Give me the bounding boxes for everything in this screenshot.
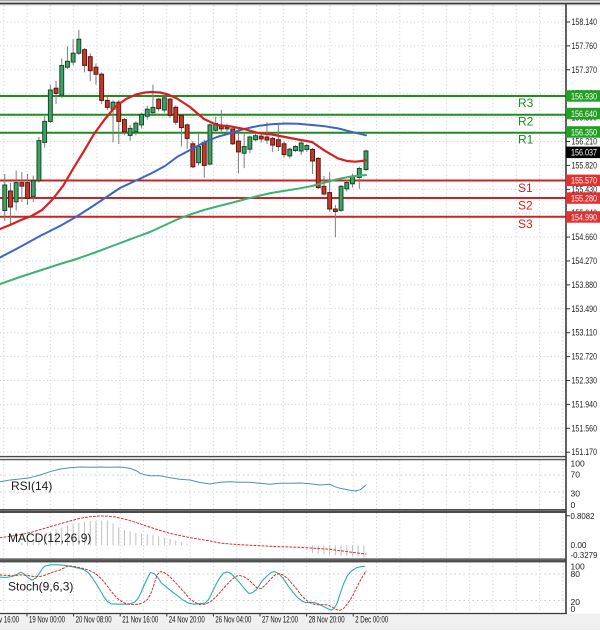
svg-text:155.820: 155.820 — [572, 160, 598, 171]
svg-text:152.330: 152.330 — [572, 376, 598, 387]
svg-text:R1: R1 — [518, 133, 534, 147]
svg-text:S3: S3 — [518, 217, 533, 231]
svg-text:21 Nov 16:00: 21 Nov 16:00 — [122, 615, 158, 625]
svg-text:0: 0 — [571, 604, 576, 614]
svg-text:155.570: 155.570 — [571, 176, 597, 186]
svg-text:152.720: 152.720 — [572, 352, 598, 363]
svg-text:2 Dec 00:00: 2 Dec 00:00 — [355, 615, 388, 625]
svg-text:20 Nov 08:00: 20 Nov 08:00 — [76, 615, 112, 625]
svg-text:154.660: 154.660 — [572, 232, 598, 243]
svg-text:18 Nov 16:00: 18 Nov 16:00 — [0, 615, 19, 625]
svg-text:RSI(14): RSI(14) — [11, 479, 52, 493]
svg-text:151.940: 151.940 — [572, 399, 598, 410]
svg-text:24 Nov 20:00: 24 Nov 20:00 — [169, 615, 205, 625]
svg-text:158.140: 158.140 — [572, 17, 598, 28]
svg-text:30: 30 — [571, 489, 581, 499]
svg-text:19 Nov 00:00: 19 Nov 00:00 — [29, 615, 65, 625]
svg-text:156.210: 156.210 — [572, 137, 598, 148]
svg-text:154.270: 154.270 — [572, 256, 598, 267]
svg-text:157.760: 157.760 — [572, 41, 598, 52]
svg-text:153.490: 153.490 — [572, 304, 598, 315]
svg-text:154.990: 154.990 — [571, 212, 597, 222]
svg-text:153.110: 153.110 — [572, 328, 598, 339]
svg-text:80: 80 — [571, 569, 581, 579]
svg-text:R3: R3 — [518, 96, 534, 110]
svg-text:155.430: 155.430 — [572, 184, 598, 195]
svg-text:0: 0 — [571, 500, 576, 510]
svg-text:S1: S1 — [518, 181, 533, 195]
svg-text:157.370: 157.370 — [572, 65, 598, 76]
svg-text:156.350: 156.350 — [571, 127, 597, 137]
svg-text:-0.3279: -0.3279 — [571, 550, 598, 560]
svg-text:27 Nov 12:00: 27 Nov 12:00 — [262, 615, 298, 625]
svg-text:MACD(12,26,9): MACD(12,26,9) — [8, 531, 91, 545]
svg-text:Stoch(9,6,3): Stoch(9,6,3) — [8, 580, 73, 594]
svg-text:151.560: 151.560 — [572, 423, 598, 434]
svg-text:28 Nov 20:00: 28 Nov 20:00 — [309, 615, 345, 625]
svg-text:100: 100 — [571, 562, 585, 572]
svg-text:20: 20 — [571, 597, 581, 607]
svg-text:R2: R2 — [518, 115, 534, 129]
svg-text:70: 70 — [571, 470, 581, 480]
svg-text:100: 100 — [571, 459, 585, 469]
svg-text:156.930: 156.930 — [571, 91, 597, 101]
svg-text:151.170: 151.170 — [572, 447, 598, 458]
svg-text:S2: S2 — [518, 199, 533, 213]
svg-text:153.880: 153.880 — [572, 280, 598, 291]
svg-text:0.00: 0.00 — [571, 540, 587, 550]
svg-text:156.640: 156.640 — [571, 109, 597, 119]
svg-text:0.8082: 0.8082 — [571, 511, 595, 521]
svg-text:26 Nov 04:00: 26 Nov 04:00 — [215, 615, 251, 625]
svg-text:155.280: 155.280 — [571, 194, 597, 204]
svg-text:156.037: 156.037 — [571, 148, 597, 158]
